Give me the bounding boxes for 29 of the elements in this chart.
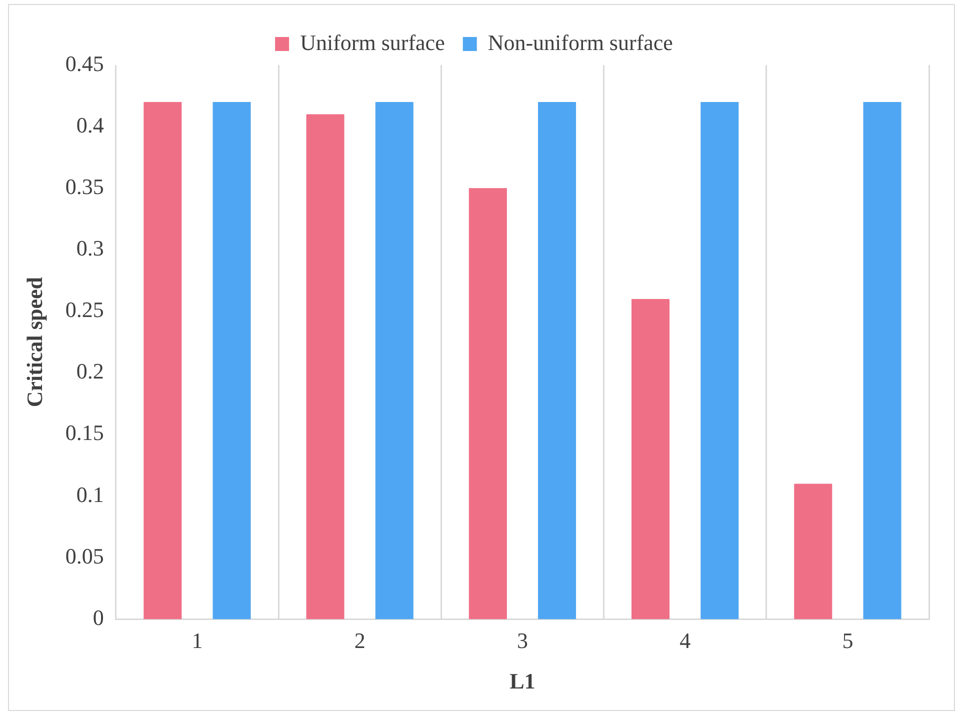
x-tick-label: 4 [680, 628, 691, 654]
bar [375, 102, 414, 620]
bar [700, 102, 739, 620]
bar [794, 484, 832, 620]
y-axis-title: Critical speed [22, 277, 47, 408]
legend-label: Non-uniform surface [488, 30, 673, 55]
x-tick-label: 1 [192, 628, 203, 654]
y-tick-label: 0.15 [65, 420, 104, 446]
bar [632, 298, 670, 620]
y-tick-label: 0.2 [76, 358, 104, 384]
y-tick-label: 0.4 [76, 112, 104, 138]
y-tick-label: 0.1 [76, 482, 104, 507]
y-tick-label: 0.35 [65, 174, 104, 199]
x-tick-label: 2 [354, 628, 366, 654]
x-tick-label: 3 [516, 628, 528, 654]
y-tick-label: 0 [92, 604, 104, 630]
y-tick-label: 0.25 [65, 297, 104, 322]
y-tick-label: 0.3 [76, 236, 104, 261]
y-tick-label: 0.45 [65, 50, 104, 76]
bar [863, 102, 902, 620]
y-tick-label: 0.05 [65, 543, 104, 568]
bar [306, 114, 344, 620]
bar [468, 188, 507, 620]
x-axis-title: L1 [510, 668, 536, 694]
bar [212, 102, 251, 620]
x-tick-label: 5 [842, 628, 854, 654]
bar [144, 102, 182, 620]
bar [538, 102, 576, 620]
legend-label: Uniform surface [300, 30, 445, 55]
